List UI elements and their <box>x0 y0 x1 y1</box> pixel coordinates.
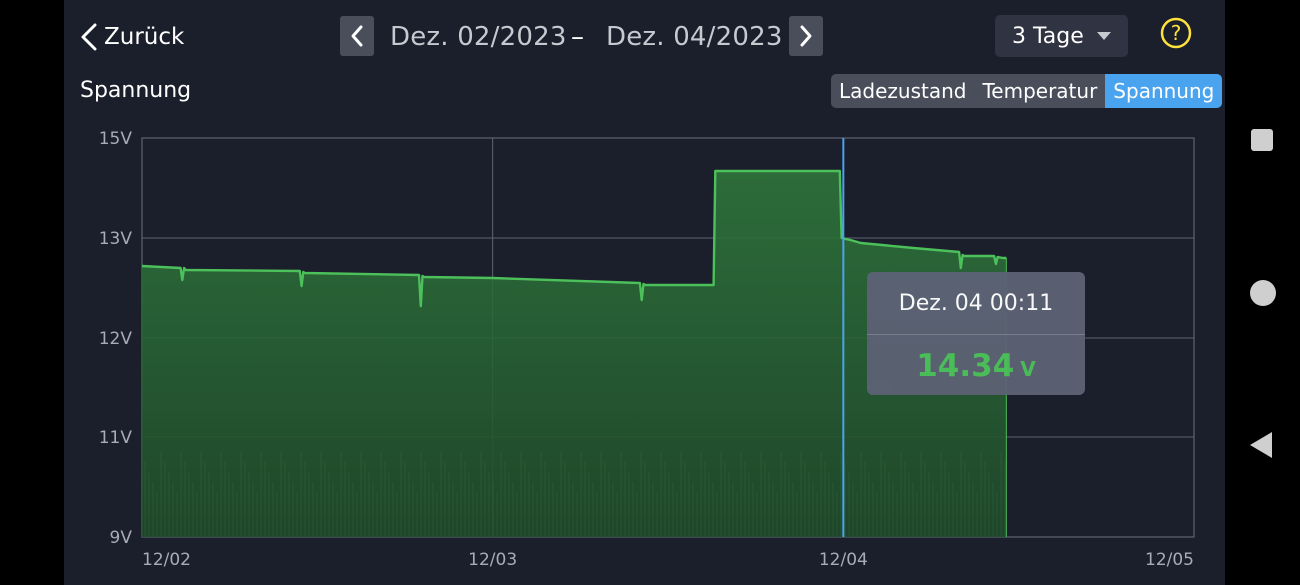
chart-area-layer <box>142 171 1007 537</box>
tab-temperatur[interactable]: Temperatur <box>974 74 1106 108</box>
question-circle-icon[interactable]: ? <box>1160 17 1192 49</box>
tooltip-value-row: 14.34 V <box>867 335 1085 395</box>
date-separator: – <box>571 22 584 52</box>
tooltip-unit: V <box>1020 357 1036 381</box>
y-tick-label: 9V <box>110 528 133 548</box>
app-screen: Zurück Dez. 02/2023 – Dez. 04/2023 3 Tag… <box>64 0 1225 585</box>
tab-ladezustand[interactable]: Ladezustand <box>831 74 975 108</box>
series-area <box>142 171 1007 537</box>
caret-down-icon <box>1097 32 1111 40</box>
y-tick-label: 11V <box>99 428 133 448</box>
previous-range-button[interactable] <box>340 16 374 56</box>
home-icon[interactable] <box>1250 280 1276 306</box>
chevron-left-icon <box>81 23 97 51</box>
date-to: Dez. 04/2023 <box>606 22 783 52</box>
system-nav-bar <box>1225 0 1300 585</box>
chart-tooltip: Dez. 04 00:11 14.34 V <box>867 272 1085 395</box>
series-area-texture <box>144 452 1006 537</box>
system-back-icon[interactable] <box>1250 432 1272 458</box>
range-select[interactable]: 3 Tage <box>995 15 1128 57</box>
recent-apps-icon[interactable] <box>1251 129 1273 151</box>
help-symbol: ? <box>1171 21 1182 45</box>
tab-spannung[interactable]: Spannung <box>1105 74 1223 108</box>
y-tick-label: 13V <box>99 229 133 249</box>
next-range-button[interactable] <box>789 16 823 56</box>
tooltip-date: Dez. 04 00:11 <box>867 272 1085 335</box>
metric-title: Spannung <box>80 78 192 103</box>
chevron-left-icon <box>351 25 363 47</box>
tooltip-value: 14.34 <box>916 348 1015 384</box>
voltage-chart[interactable]: 15V 13V 12V 11V 9V 12/02 12/03 12/04 12/05 <box>64 0 1225 585</box>
x-tick-label: 12/05 <box>1145 550 1194 570</box>
x-tick-label: 12/04 <box>819 550 868 570</box>
x-tick-label: 12/03 <box>468 550 517 570</box>
range-select-value: 3 Tage <box>1012 24 1084 49</box>
back-button[interactable]: Zurück <box>78 18 184 56</box>
back-label: Zurück <box>104 24 185 50</box>
y-tick-label: 15V <box>99 129 133 149</box>
x-tick-label: 12/02 <box>142 550 191 570</box>
chart-axis-layer: 15V 13V 12V 11V 9V 12/02 12/03 12/04 12/05 <box>99 129 1194 570</box>
date-from: Dez. 02/2023 <box>390 22 567 52</box>
series-line <box>141 169 1007 308</box>
metric-tabs: Ladezustand Temperatur Spannung <box>831 74 1223 108</box>
y-tick-label: 12V <box>99 329 133 349</box>
chevron-right-icon <box>800 25 812 47</box>
